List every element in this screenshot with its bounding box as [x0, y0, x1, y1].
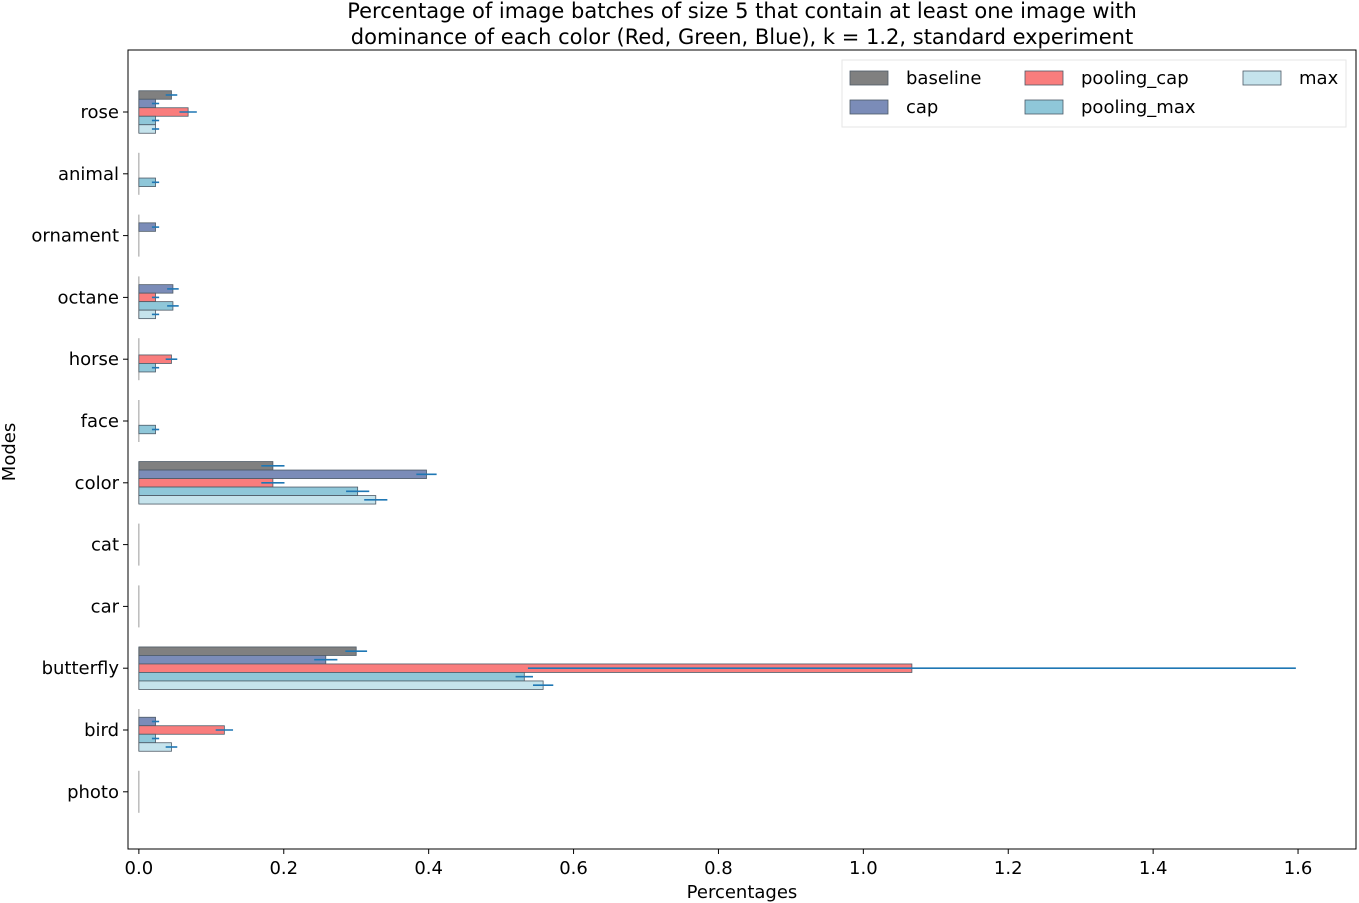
x-tick-label-4: 0.8: [704, 858, 733, 879]
bar-butterfly-max: [138, 680, 544, 690]
y-tick-label-animal: animal: [58, 164, 119, 185]
error-bars-layer: [151, 94, 1296, 748]
x-tick-label-6: 1.2: [994, 858, 1023, 879]
legend-label-pooling_cap: pooling_cap: [1081, 68, 1189, 89]
bar-butterfly-cap: [138, 655, 327, 665]
y-tick-label-octane: octane: [58, 287, 119, 308]
legend-label-pooling_max: pooling_max: [1081, 97, 1196, 118]
legend-label-max: max: [1299, 68, 1339, 89]
x-tick-label-0: 0.0: [125, 858, 154, 879]
y-tick-label-horse: horse: [69, 349, 119, 370]
legend-label-baseline: baseline: [906, 68, 981, 89]
plot-area-frame: [127, 49, 1357, 850]
chart-title-line-1: Percentage of image batches of size 5 th…: [347, 0, 1137, 23]
y-tick-label-rose: rose: [81, 102, 119, 123]
x-tick-label-5: 1.0: [849, 858, 878, 879]
x-tick-label-8: 1.6: [1284, 858, 1313, 879]
legend: baseline cap pooling_cap pooling_max max: [841, 59, 1347, 128]
legend-swatch-pooling_cap: [1024, 70, 1064, 86]
x-tick-label-1: 0.2: [269, 858, 298, 879]
y-axis-label: Modes: [0, 423, 20, 481]
x-tick-label-2: 0.4: [414, 858, 443, 879]
x-axis-ticks: 0.0 0.2 0.4 0.6 0.8 1.0 1.2 1.4 1.6: [125, 849, 1313, 879]
legend-swatch-baseline: [849, 70, 889, 86]
bar-color-pooling_max: [138, 486, 359, 496]
y-axis-ticks: rose animal ornament octane horse face color ca…: [31, 102, 128, 803]
bar-butterfly-baseline: [138, 646, 357, 656]
y-tick-label-face: face: [81, 411, 119, 432]
bars-layer: [138, 90, 913, 813]
x-tick-label-3: 0.6: [559, 858, 588, 879]
y-tick-label-butterfly: butterfly: [42, 658, 120, 679]
y-tick-label-photo: photo: [67, 782, 119, 803]
bar-color-cap: [138, 469, 427, 479]
bar-bird-pooling_cap: [138, 725, 225, 735]
y-tick-label-color: color: [75, 473, 120, 494]
bar-butterfly-pooling_max: [138, 672, 525, 682]
legend-swatch-max: [1242, 70, 1282, 86]
chart-title-line-2: dominance of each color (Red, Green, Blu…: [351, 25, 1133, 49]
chart-title: Percentage of image batches of size 5 th…: [347, 0, 1137, 49]
legend-label-cap: cap: [906, 97, 938, 118]
y-tick-label-bird: bird: [84, 720, 119, 741]
y-tick-label-car: car: [91, 596, 120, 617]
bar-color-baseline: [138, 461, 274, 471]
bar-color-max: [138, 495, 377, 505]
x-axis-label: Percentages: [687, 882, 798, 903]
legend-swatch-pooling_max: [1024, 99, 1064, 115]
bar-color-pooling_cap: [138, 478, 274, 488]
y-tick-label-ornament: ornament: [31, 226, 119, 247]
x-tick-label-7: 1.4: [1139, 858, 1168, 879]
legend-swatch-cap: [849, 99, 889, 115]
y-tick-label-cat: cat: [91, 535, 119, 556]
